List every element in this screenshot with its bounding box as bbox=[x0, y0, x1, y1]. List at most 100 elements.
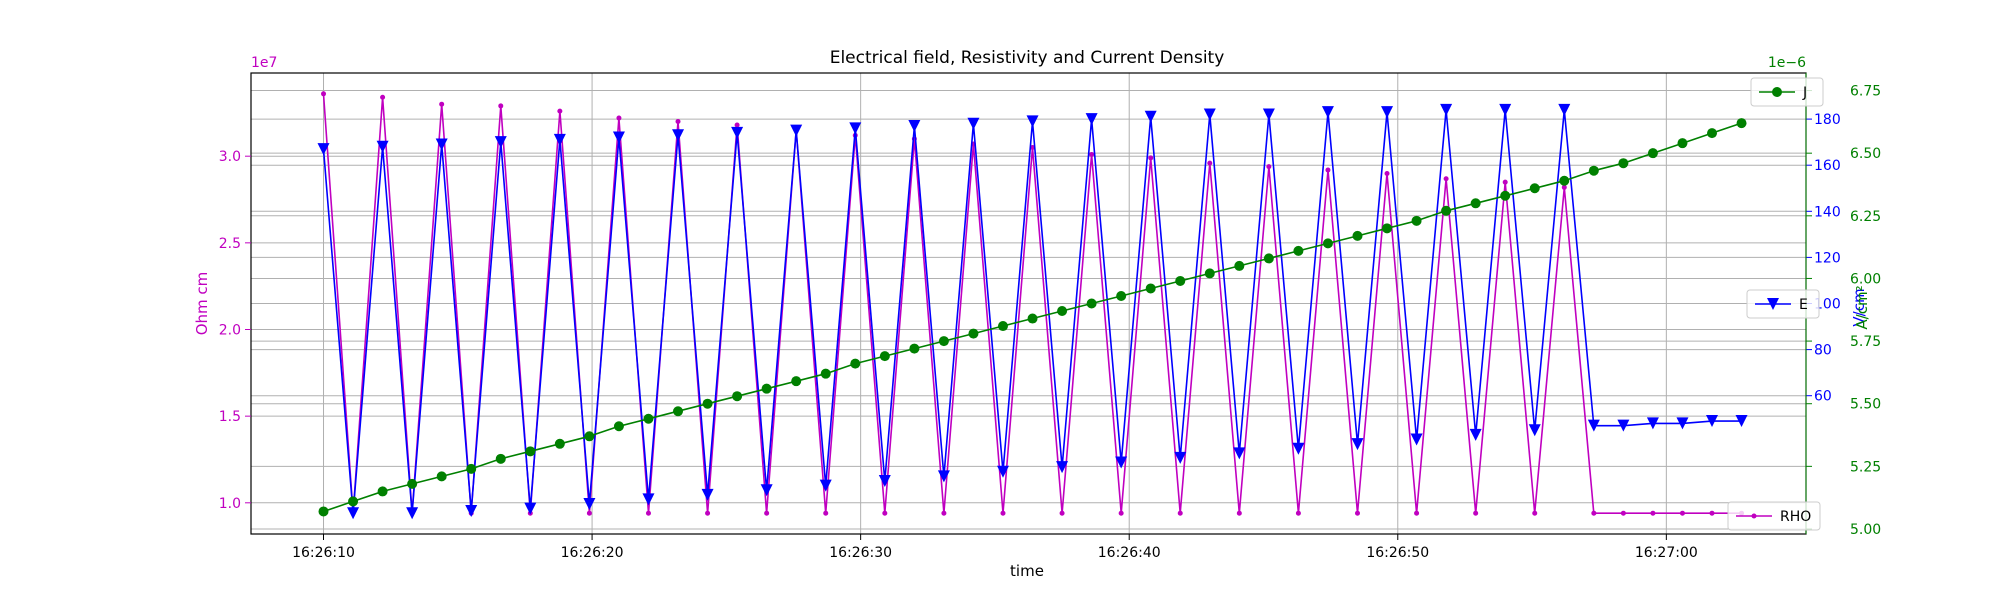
e-axis: 60 80 100 120 140 160 180 bbox=[1806, 112, 1841, 405]
j-tick-label: 6.00 bbox=[1850, 271, 1881, 287]
data-point-e bbox=[1499, 103, 1512, 116]
rho-tick-label: 1.5 bbox=[219, 409, 241, 425]
data-point-rho bbox=[498, 103, 504, 109]
legend-swatch-marker bbox=[1772, 87, 1782, 97]
j-tick-label: 6.50 bbox=[1850, 146, 1881, 162]
data-point-rho bbox=[1561, 184, 1567, 190]
data-point-e bbox=[1558, 103, 1571, 116]
j-tick-label: 5.75 bbox=[1850, 334, 1881, 350]
data-point-e bbox=[1262, 108, 1275, 121]
legend-label: J bbox=[1802, 85, 1807, 101]
rho-tick-label: 1.0 bbox=[219, 496, 241, 512]
j-tick-label: 5.50 bbox=[1850, 397, 1881, 413]
data-point-e bbox=[1174, 451, 1187, 464]
e-tick-label: 160 bbox=[1814, 158, 1841, 174]
chart-title: Electrical field, Resistivity and Curren… bbox=[830, 48, 1225, 68]
data-point-j bbox=[1677, 138, 1688, 149]
legend-label: E bbox=[1799, 297, 1808, 313]
data-point-e bbox=[1646, 417, 1659, 430]
data-point-j bbox=[1529, 183, 1540, 194]
data-point-e bbox=[908, 120, 921, 133]
x-tick-label: 16:26:20 bbox=[561, 545, 624, 561]
data-point-j bbox=[1470, 198, 1481, 209]
data-point-j bbox=[643, 413, 654, 424]
data-point-rho bbox=[675, 119, 681, 125]
data-point-e bbox=[937, 470, 950, 483]
rho-axis-offset-text: 1e7 bbox=[251, 55, 277, 71]
data-point-j bbox=[466, 463, 477, 474]
data-point-j bbox=[1411, 215, 1422, 226]
data-point-rho bbox=[1207, 160, 1213, 166]
data-point-e bbox=[1469, 428, 1482, 441]
data-point-j bbox=[1707, 128, 1718, 139]
data-point-j bbox=[1500, 190, 1511, 201]
data-point-e bbox=[583, 498, 596, 511]
data-point-rho bbox=[734, 122, 740, 128]
j-tick-label: 5.25 bbox=[1850, 459, 1881, 475]
data-point-e bbox=[878, 474, 891, 487]
data-point-j bbox=[938, 336, 949, 347]
data-point-j bbox=[1116, 290, 1127, 301]
data-point-e bbox=[376, 140, 389, 153]
data-point-rho bbox=[823, 510, 829, 516]
data-point-j bbox=[1322, 238, 1333, 249]
data-point-j bbox=[1204, 268, 1215, 279]
x-tick-label: 16:27:00 bbox=[1635, 545, 1698, 561]
legend-e: E bbox=[1746, 289, 1820, 319]
data-point-rho bbox=[1473, 510, 1479, 516]
data-point-rho bbox=[439, 101, 445, 107]
data-point-j bbox=[673, 406, 684, 417]
e-tick-label: 140 bbox=[1814, 204, 1841, 220]
data-point-e bbox=[1085, 113, 1098, 126]
data-point-j bbox=[318, 506, 329, 517]
rho-axis: 1.0 1.5 2.0 2.5 3.0 bbox=[219, 149, 251, 512]
data-point-j bbox=[1057, 306, 1068, 317]
e-tick-label: 80 bbox=[1814, 343, 1832, 359]
e-axis-label: V/cm bbox=[1850, 288, 1868, 326]
x-axis: 16:26:10 16:26:20 16:26:30 16:26:40 16:26:50… bbox=[292, 534, 1698, 561]
data-point-e bbox=[1115, 456, 1128, 469]
data-point-j bbox=[732, 391, 743, 402]
e-tick-label: 120 bbox=[1814, 250, 1841, 266]
data-point-j bbox=[997, 321, 1008, 332]
data-point-e bbox=[524, 502, 537, 515]
data-point-e bbox=[1144, 110, 1157, 123]
legend-swatch-marker bbox=[1751, 513, 1757, 519]
data-point-j bbox=[1352, 230, 1363, 241]
legends: RHO E J bbox=[1727, 77, 1824, 531]
data-point-e bbox=[760, 484, 773, 497]
data-point-e bbox=[849, 122, 862, 135]
data-point-j bbox=[850, 358, 861, 369]
data-point-e bbox=[996, 465, 1009, 478]
j-tick-label: 5.00 bbox=[1850, 522, 1881, 538]
j-axis: 5.00 5.25 5.50 5.75 6.00 6.25 6.50 6.75 bbox=[1805, 73, 1881, 538]
data-point-rho bbox=[1177, 510, 1183, 516]
data-point-rho bbox=[1000, 510, 1006, 516]
x-axis-label: time bbox=[1010, 562, 1044, 580]
data-point-rho bbox=[645, 510, 651, 516]
data-point-rho bbox=[1325, 167, 1331, 173]
data-point-e bbox=[642, 493, 655, 506]
data-point-j bbox=[495, 453, 506, 464]
data-point-e bbox=[1676, 417, 1689, 430]
data-point-e bbox=[1026, 115, 1039, 128]
data-point-e bbox=[1233, 447, 1246, 460]
data-point-rho bbox=[380, 94, 386, 100]
e-tick-label: 100 bbox=[1814, 297, 1841, 313]
data-point-rho bbox=[1295, 510, 1301, 516]
data-point-rho bbox=[586, 510, 592, 516]
data-point-j bbox=[791, 376, 802, 387]
data-point-e bbox=[1203, 108, 1216, 121]
legend-box bbox=[1727, 501, 1821, 531]
data-point-j bbox=[407, 478, 418, 489]
data-point-e bbox=[967, 117, 980, 130]
data-point-e bbox=[1351, 438, 1364, 451]
data-point-rho bbox=[1679, 510, 1685, 516]
data-point-e bbox=[731, 126, 744, 139]
data-point-j bbox=[909, 343, 920, 354]
data-point-rho bbox=[1384, 171, 1390, 177]
data-point-j bbox=[1027, 313, 1038, 324]
data-point-j bbox=[968, 328, 979, 339]
data-point-rho bbox=[1414, 510, 1420, 516]
